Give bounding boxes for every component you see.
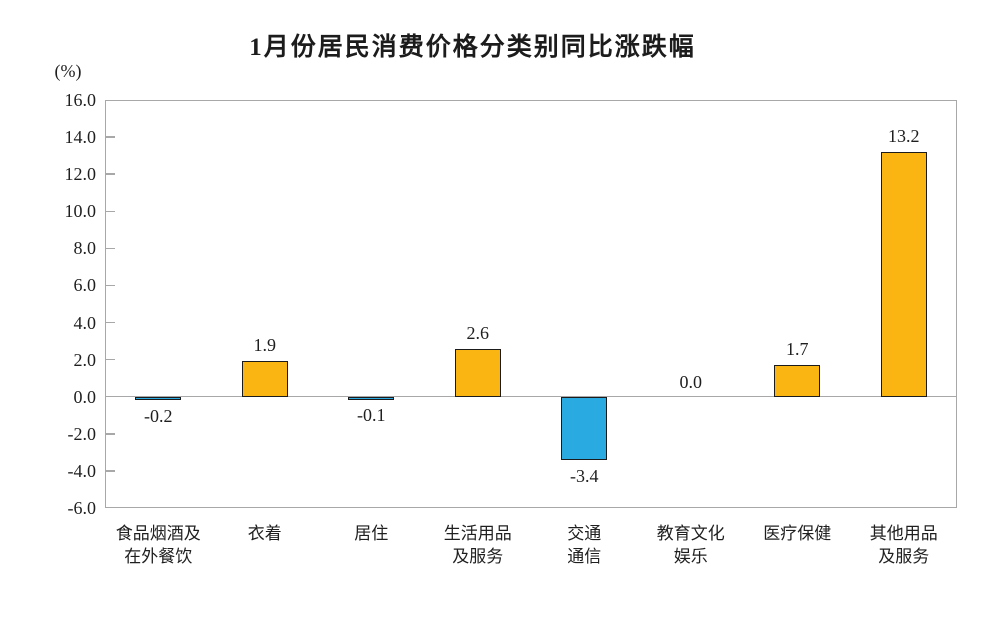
chart-title: 1月份居民消费价格分类别同比涨跌幅: [249, 34, 696, 61]
x-axis-category-label: 其他用品 及服务: [849, 522, 959, 568]
x-axis-category-line: 及服务: [878, 547, 930, 566]
x-axis-category-label: 教育文化 娱乐: [636, 522, 746, 568]
x-axis-category-line: 交通: [567, 524, 602, 543]
y-axis-tick: [106, 247, 115, 250]
x-axis-category-label: 生活用品 及服务: [423, 522, 533, 568]
x-axis-category-line: 医疗保健: [763, 524, 832, 543]
y-axis-tick-label: -4.0: [67, 460, 97, 481]
bar-value-label: 0.0: [679, 371, 703, 392]
x-axis-category-label: 医疗保健: [742, 522, 852, 545]
x-axis-category-line: 其他用品: [869, 524, 938, 543]
bar-value-label: -0.2: [144, 406, 173, 427]
bar: [241, 361, 288, 397]
y-axis-tick: [106, 284, 115, 287]
plot-area: [105, 100, 957, 508]
y-axis-tick-label: -6.0: [67, 498, 97, 518]
y-axis-tick: [106, 433, 115, 435]
bar-value-label: 13.2: [888, 125, 920, 146]
y-axis-tick: [106, 136, 115, 138]
bar: [454, 348, 501, 397]
bar-value-label: 1.7: [786, 339, 809, 360]
bar-value-label: 1.9: [253, 335, 277, 356]
bar-value-label: -3.4: [570, 465, 599, 486]
y-axis-tick: [106, 358, 115, 361]
y-axis-unit-label: (%): [54, 61, 82, 81]
y-axis-tick-label: 2.0: [73, 349, 97, 370]
y-axis-tick: [106, 470, 115, 472]
x-axis-category-line: 居住: [354, 524, 389, 543]
y-axis-tick-label: 14.0: [64, 127, 97, 148]
x-axis-category-line: 生活用品: [443, 524, 512, 543]
bar-value-label: -0.1: [357, 404, 386, 425]
x-axis-category-line: 衣着: [247, 524, 282, 543]
y-axis-tick-label: 12.0: [64, 164, 97, 185]
x-axis-category-label: 交通 通信: [529, 522, 639, 568]
y-axis-tick-label: 4.0: [73, 312, 97, 333]
y-axis-tick-label: 16.0: [64, 90, 97, 110]
bar: [774, 365, 821, 397]
x-axis-category-line: 及服务: [452, 547, 504, 566]
y-axis-tick: [106, 210, 115, 213]
x-axis-category-label: 衣着: [210, 522, 320, 545]
x-axis-category-label: 食品烟酒及 在外餐饮: [103, 522, 213, 568]
y-axis-tick-label: 0.0: [73, 386, 97, 407]
y-axis-tick-label: 6.0: [73, 275, 97, 296]
y-axis-tick: [106, 173, 115, 175]
x-axis-category-label: 居住: [316, 522, 426, 545]
bar: [561, 396, 608, 460]
zero-line: [105, 395, 957, 398]
y-axis-tick: [106, 321, 115, 324]
y-axis-tick-label: 10.0: [64, 201, 97, 222]
bar: [880, 151, 927, 397]
x-axis-category-line: 娱乐: [673, 547, 708, 566]
bar-value-label: 2.6: [466, 322, 490, 343]
x-axis-category-line: 教育文化: [656, 524, 725, 543]
bar: [135, 396, 182, 401]
x-axis-category-line: 通信: [567, 547, 602, 566]
y-axis-tick-label: -2.0: [67, 423, 97, 444]
bar: [348, 396, 395, 400]
x-axis-category-line: 食品烟酒及: [115, 524, 201, 543]
y-axis-tick-label: 8.0: [73, 238, 97, 259]
x-axis-category-line: 在外餐饮: [124, 547, 193, 566]
